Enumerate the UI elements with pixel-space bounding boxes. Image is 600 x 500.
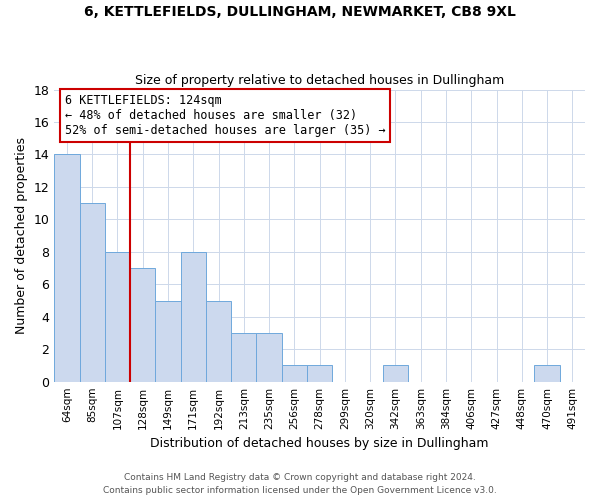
Bar: [155, 300, 181, 382]
Bar: [307, 366, 332, 382]
Bar: [80, 203, 105, 382]
Bar: [105, 252, 130, 382]
X-axis label: Distribution of detached houses by size in Dullingham: Distribution of detached houses by size …: [151, 437, 489, 450]
Y-axis label: Number of detached properties: Number of detached properties: [15, 137, 28, 334]
Bar: [130, 268, 155, 382]
Bar: [206, 300, 231, 382]
Bar: [54, 154, 80, 382]
Bar: [383, 366, 408, 382]
Bar: [231, 333, 256, 382]
Title: Size of property relative to detached houses in Dullingham: Size of property relative to detached ho…: [135, 74, 504, 87]
Text: 6, KETTLEFIELDS, DULLINGHAM, NEWMARKET, CB8 9XL: 6, KETTLEFIELDS, DULLINGHAM, NEWMARKET, …: [84, 5, 516, 19]
Bar: [181, 252, 206, 382]
Text: 6 KETTLEFIELDS: 124sqm
← 48% of detached houses are smaller (32)
52% of semi-det: 6 KETTLEFIELDS: 124sqm ← 48% of detached…: [65, 94, 386, 137]
Bar: [535, 366, 560, 382]
Text: Contains HM Land Registry data © Crown copyright and database right 2024.
Contai: Contains HM Land Registry data © Crown c…: [103, 474, 497, 495]
Bar: [282, 366, 307, 382]
Bar: [256, 333, 282, 382]
